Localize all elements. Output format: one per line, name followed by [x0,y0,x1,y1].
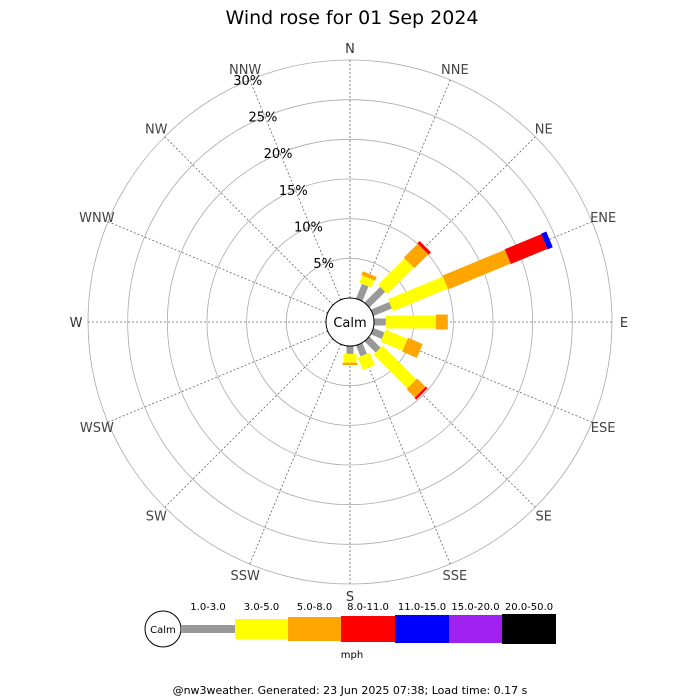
direction-labels: N NNE NE ENE E ESE SE SSE S SSW SW WSW W WNW NW NNW [70,42,629,605]
radial-tick-labels: 5% 10% 15% 20% 25% 30% [233,74,334,272]
grid-ring [166,138,534,506]
direction-label-sw: SW [146,510,167,525]
bar-se-bin-2 [406,378,426,398]
legend-swatch-4 [395,615,449,643]
chart-title: Wind rose for 01 Sep 2024 [225,7,478,29]
calm-circle-group: Calm [325,297,375,347]
legend-swatch-5 [449,615,502,643]
direction-label-wnw: WNW [79,211,115,226]
direction-label-ene: ENE [590,211,616,226]
direction-label-ese: ESE [591,421,616,436]
direction-label-wsw: WSW [80,421,114,436]
direction-label-n: N [345,42,355,57]
bar-ene-bin-2 [442,249,511,290]
bar-ene-bin-1 [388,276,448,312]
radial-tick-label: 10% [294,221,323,236]
legend-swatch-1 [235,619,288,639]
grid-ring [206,178,494,466]
legend-bin-label-1: 3.0-5.0 [244,602,279,613]
bar-ne-bin-2 [403,243,429,269]
grid-ring [246,218,454,426]
radial-tick-label: 5% [313,257,334,272]
direction-label-sse: SSE [442,569,467,584]
radial-tick-label: 20% [264,147,293,162]
direction-label-se: SE [536,510,552,525]
bar-ese-bin-1 [380,329,408,351]
grid-ring [127,99,573,545]
legend-unit: mph [341,650,363,661]
legend-calm-label: Calm [150,625,176,636]
bar-ene-bin-0 [370,301,392,317]
calm-circle [325,297,375,347]
bar-se-bin-3 [414,386,428,400]
radial-tick-label: 30% [233,74,262,89]
legend-bin-label-4: 11.0-15.0 [398,602,446,613]
legend-swatch-6 [502,614,556,644]
bar-ese-bin-0 [370,327,385,339]
bar-ne-bin-0 [364,286,386,308]
legend-swatch-0 [181,625,235,633]
bar-sse-bin-1 [357,352,375,371]
bar-sse-bin-0 [355,342,367,357]
legend-bin-label-2: 5.0-8.0 [297,602,332,613]
radial-tick-label: 25% [248,111,277,126]
legend-bin-label-0: 1.0-3.0 [190,602,225,613]
bar-ese-bin-2 [402,337,423,358]
legend-bins: 1.0-3.0 3.0-5.0 5.0-8.0 8.0-11.0 11.0-15.0 15… [181,602,556,644]
direction-label-nne: NNE [441,63,469,78]
footer-text: @nw3weather. Generated: 23 Jun 2025 07:3… [173,684,528,697]
bar-ne-bin-1 [378,258,414,294]
legend-bin-label-5: 15.0-20.0 [451,602,499,613]
direction-label-nnw: NNW [229,63,261,78]
speed-legend: Calm 1.0-3.0 3.0-5.0 5.0-8.0 8.0-11.0 11.0-1… [144,602,556,661]
direction-label-w: W [70,316,83,331]
bar-se-bin-1 [373,345,417,389]
direction-label-ne: NE [535,122,553,137]
direction-label-nw: NW [145,122,168,137]
direction-label-e: E [620,316,628,331]
legend-swatch-3 [341,616,395,642]
bar-ene-bin-3 [504,234,548,265]
legend-swatch-2 [288,617,341,641]
radial-tick-label: 15% [279,184,308,199]
bar-ne-bin-3 [417,241,431,255]
direction-label-s: S [346,590,354,605]
bar-nne-bin-0 [355,283,369,302]
legend-bin-label-3: 8.0-11.0 [347,602,389,613]
legend-bin-label-6: 20.0-50.0 [505,602,553,613]
wind-bars [342,231,553,400]
calm-label: Calm [333,316,366,331]
bar-ene-bin-4 [541,231,553,250]
direction-label-ssw: SSW [230,569,260,584]
bar-nne-bin-2 [361,271,377,281]
bar-se-bin-0 [364,336,381,353]
bar-nne-bin-1 [359,275,375,288]
